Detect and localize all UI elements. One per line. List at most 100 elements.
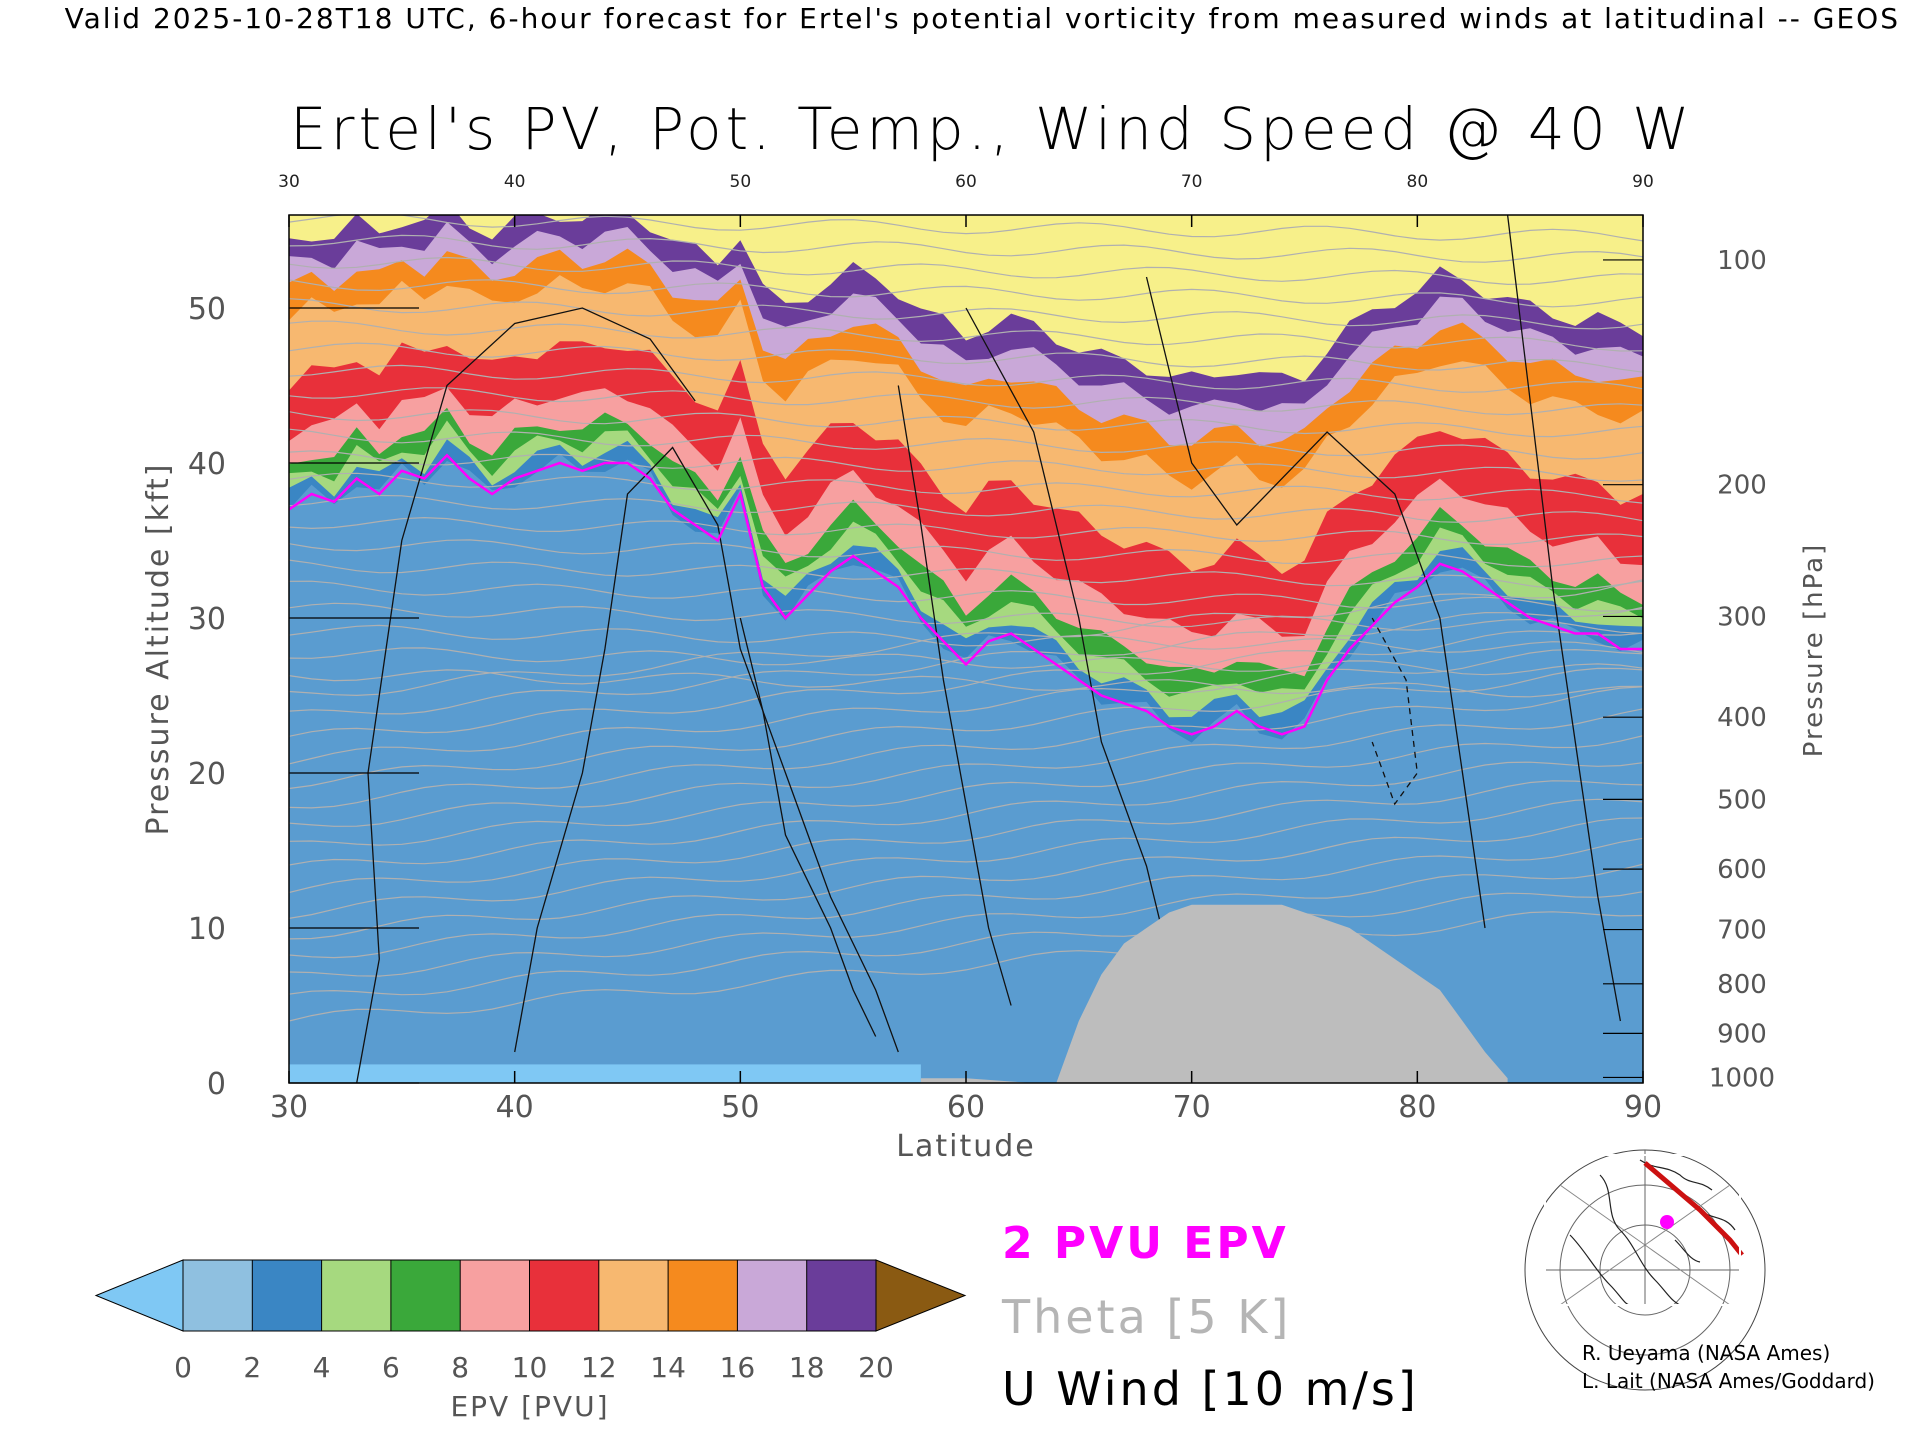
pressure-tick-label: 500 xyxy=(1717,785,1767,815)
colorbar-tick-label: 18 xyxy=(789,1351,825,1384)
colorbar-tick-label: 12 xyxy=(581,1351,617,1384)
pressure-axis: 100 200 300 400 500 600 700 800 900 1000 xyxy=(1603,246,1775,1093)
theta-contour xyxy=(289,837,1643,959)
x-axis: 30 30 40 40 50 50 60 60 70 70 80 80 90 90 xyxy=(270,172,1662,1125)
y2-axis-label: Pressure [hPa] xyxy=(1799,543,1829,758)
low-epv-band xyxy=(289,1064,921,1083)
colorbar-under-arrow xyxy=(94,1259,184,1332)
pressure-tick-label: 300 xyxy=(1717,602,1767,632)
theta-contour xyxy=(289,494,1643,524)
u-wind-contour xyxy=(356,307,696,1083)
x-tick-label: 30 xyxy=(270,1090,308,1125)
theta-contour xyxy=(289,606,1643,715)
y-tick-label: 40 xyxy=(188,447,226,482)
u-wind-contour xyxy=(514,446,899,1053)
colorbar-segment xyxy=(390,1260,461,1331)
theta-contour xyxy=(289,602,1643,635)
x-top-tick-label: 50 xyxy=(730,172,752,192)
colorbar-segment xyxy=(529,1260,599,1331)
pressure-tick-label: 900 xyxy=(1717,1019,1767,1049)
theta-contour xyxy=(289,761,1643,866)
legend-pvu: 2 PVU EPV xyxy=(1002,1218,1289,1269)
theta-contour xyxy=(289,428,1643,460)
pressure-tick-label: 700 xyxy=(1717,916,1767,946)
theta-contour xyxy=(289,450,1643,482)
theta-contour xyxy=(289,559,1643,590)
u-wind-contour xyxy=(1145,276,1486,929)
epv-layer xyxy=(289,215,1643,382)
x-tick-label: 50 xyxy=(721,1090,759,1125)
colorbar-tick-label: 20 xyxy=(858,1351,894,1384)
theta-contour xyxy=(289,911,1643,1022)
theta-contour xyxy=(289,780,1643,894)
inset-map xyxy=(1524,1149,1766,1391)
pressure-tick-label: 800 xyxy=(1717,970,1767,1000)
theta-contour xyxy=(289,409,1643,438)
y-axis-label: Pressure Altitude [kft] xyxy=(141,463,176,836)
y-axis: 0 10 20 30 40 50 xyxy=(188,292,419,1102)
x-tick-label: 90 xyxy=(1624,1090,1662,1125)
theta-contour xyxy=(289,891,1643,996)
pressure-tick-label: 200 xyxy=(1717,471,1767,501)
x-top-tick-label: 80 xyxy=(1407,172,1429,192)
pressure-tick-label: 100 xyxy=(1717,246,1767,276)
colorbar-tick-label: 6 xyxy=(382,1351,400,1384)
theta-contour xyxy=(289,234,1643,263)
theta-contour xyxy=(289,279,1643,308)
header-text: Valid 2025-10-28T18 UTC, 6-hour forecast… xyxy=(64,2,1900,35)
u-wind-contour xyxy=(897,385,1012,1006)
theta-contour xyxy=(289,817,1643,940)
pressure-tick-label: 1000 xyxy=(1709,1063,1775,1093)
pressure-tick-label: 400 xyxy=(1717,703,1767,733)
x-top-tick-label: 60 xyxy=(955,172,977,192)
y-tick-label: 10 xyxy=(188,912,226,947)
theta-contour xyxy=(289,708,1643,827)
x-top-tick-label: 90 xyxy=(1632,172,1654,192)
cross-section-track xyxy=(1643,1161,1744,1257)
x-tick-label: 40 xyxy=(496,1090,534,1125)
y-tick-label: 50 xyxy=(188,292,226,327)
theta-contour xyxy=(289,298,1643,330)
colorbar-tick-label: 2 xyxy=(243,1351,261,1384)
negative-u-wind-contour xyxy=(1371,617,1419,806)
x-top-tick-label: 30 xyxy=(278,172,300,192)
colorbar-label: EPV [PVU] xyxy=(450,1390,609,1423)
colorbar-tick-label: 14 xyxy=(650,1351,686,1384)
track-marker xyxy=(1660,1215,1674,1229)
theta-contour xyxy=(289,648,1643,765)
colorbar-segment xyxy=(598,1260,669,1331)
x-top-tick-label: 70 xyxy=(1181,172,1203,192)
u-wind-contour xyxy=(1506,215,1622,1022)
theta-contour xyxy=(289,624,1643,654)
theta-contour xyxy=(289,516,1643,546)
terrain-mask xyxy=(920,904,1508,1083)
theta-contour xyxy=(289,539,1643,568)
x-tick-label: 80 xyxy=(1398,1090,1436,1125)
theta-contour xyxy=(289,364,1643,393)
colorbar-segment xyxy=(668,1260,738,1331)
theta-contour xyxy=(289,579,1643,697)
colorbar-segment xyxy=(183,1260,253,1331)
theta-contour xyxy=(289,580,1643,612)
credit-line-2: L. Lait (NASA Ames/Goddard) xyxy=(1582,1369,1875,1393)
colorbar-segment xyxy=(460,1260,530,1331)
theta-contour xyxy=(289,320,1643,352)
x-tick-label: 70 xyxy=(1173,1090,1211,1125)
theta-contour xyxy=(289,798,1643,919)
colorbar-tick-label: 8 xyxy=(451,1351,469,1384)
colorbar-segment xyxy=(737,1260,807,1331)
colorbar-tick-label: 4 xyxy=(313,1351,331,1384)
colorbar-segment xyxy=(252,1260,322,1331)
two-pvu-line xyxy=(289,453,1643,736)
u-wind-contour xyxy=(739,617,877,1037)
colorbar-tick-label: 10 xyxy=(512,1351,548,1384)
theta-contour xyxy=(289,472,1643,504)
colorbar-over-arrow xyxy=(875,1259,967,1332)
y-tick-label: 0 xyxy=(207,1067,226,1102)
credit-line-1: R. Ueyama (NASA Ames) xyxy=(1582,1341,1831,1365)
theta-contour xyxy=(289,342,1643,373)
pressure-tick-label: 600 xyxy=(1717,855,1767,885)
colorbar-tick-label: 0 xyxy=(174,1351,192,1384)
legend-theta: Theta [5 K] xyxy=(1002,1290,1292,1344)
x-axis-label: Latitude xyxy=(896,1129,1035,1164)
